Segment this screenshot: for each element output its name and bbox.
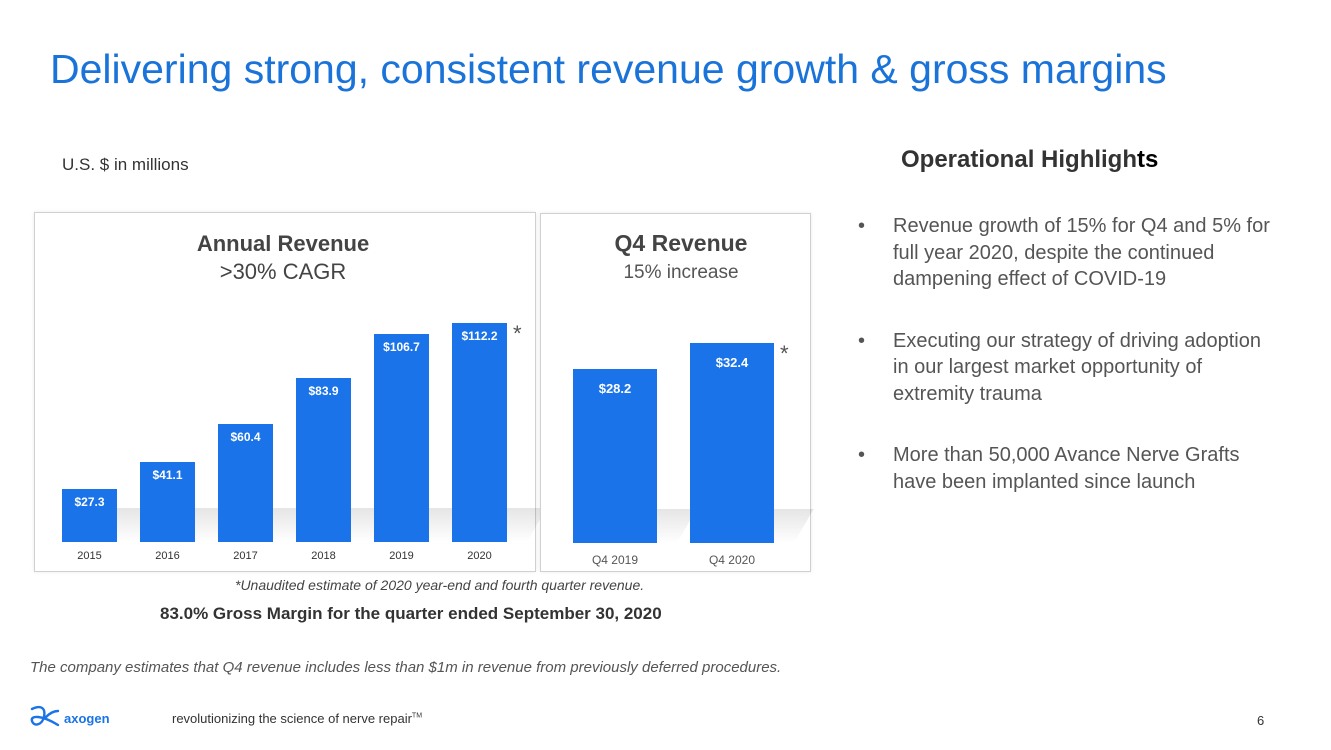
annual-bar-2016 — [140, 461, 195, 542]
highlights-list: • Revenue growth of 15% for Q4 and 5% fo… — [858, 213, 1278, 530]
operational-highlights-title: Operational Highlights — [901, 146, 1159, 173]
bullet-icon: • — [858, 215, 866, 237]
annual-category-label: 2015 — [77, 550, 102, 562]
annual-bar-label: $60.4 — [230, 430, 261, 445]
annual-bar-label: $83.9 — [308, 384, 339, 399]
q4-bar-q4-2020 — [690, 343, 774, 543]
bullet-icon: • — [858, 444, 866, 466]
annual-category-label: 2019 — [389, 550, 414, 562]
units-label: U.S. $ in millions — [62, 155, 189, 174]
annual-category-label: 2018 — [311, 550, 336, 562]
axogen-logo-icon — [30, 705, 60, 727]
q4-asterisk: * — [780, 341, 789, 367]
page-number: 6 — [1257, 713, 1265, 728]
annual-revenue-chart: Annual Revenue >30% CAGR $27.3 2015 $41.1 2… — [34, 212, 547, 572]
slide-title: Delivering strong, consistent revenue gr… — [50, 46, 1167, 92]
annual-bar-2019 — [374, 333, 429, 542]
annual-bar-label: $27.3 — [74, 494, 105, 509]
annual-bar-2020 — [452, 322, 507, 542]
annual-chart-subtitle: >30% CAGR — [219, 259, 347, 284]
annual-bar-label: $106.7 — [383, 339, 420, 354]
highlight-item: • More than 50,000 Avance Nerve Grafts h… — [858, 444, 1240, 493]
annual-bar-2017 — [218, 424, 273, 542]
annual-bar-2018 — [296, 378, 351, 542]
q4-bar-label: $28.2 — [598, 380, 632, 396]
annual-category-label: 2020 — [467, 550, 492, 562]
annual-chart-title: Annual Revenue — [196, 231, 370, 256]
q4-chart-subtitle: 15% increase — [623, 262, 739, 283]
unaudited-footnote: *Unaudited estimate of 2020 year-end and… — [235, 577, 645, 593]
q4-bar-q4-2019 — [573, 368, 657, 543]
bullet-icon: • — [858, 329, 866, 352]
highlight-item: • Revenue growth of 15% for Q4 and 5% fo… — [858, 215, 1270, 290]
footer-tagline: revolutionizing the science of nerve rep… — [172, 711, 423, 726]
q4-category-label: Q4 2020 — [708, 553, 756, 567]
annual-category-label: 2017 — [233, 550, 258, 562]
annual-asterisk: * — [513, 320, 522, 346]
axogen-logo: axogen — [28, 703, 110, 733]
q4-revenue-chart: Q4 Revenue 15% increase $28.2 Q4 2019 $32.… — [540, 213, 814, 572]
annual-bar-label: $41.1 — [152, 467, 183, 482]
annual-category-label: 2016 — [155, 550, 180, 562]
q4-chart-title: Q4 Revenue — [614, 230, 748, 256]
gross-margin-statement: 83.0% Gross Margin for the quarter ended… — [160, 604, 662, 623]
annual-bar-label: $112.2 — [461, 328, 498, 343]
highlight-item: • Executing our strategy of driving adop… — [858, 329, 1261, 405]
q4-bar-label: $32.4 — [715, 355, 749, 371]
annual-bar-2015 — [62, 488, 117, 542]
q4-category-label: Q4 2019 — [591, 553, 639, 567]
estimate-note: The company estimates that Q4 revenue in… — [30, 659, 782, 676]
logo-wordmark: axogen — [64, 710, 110, 726]
